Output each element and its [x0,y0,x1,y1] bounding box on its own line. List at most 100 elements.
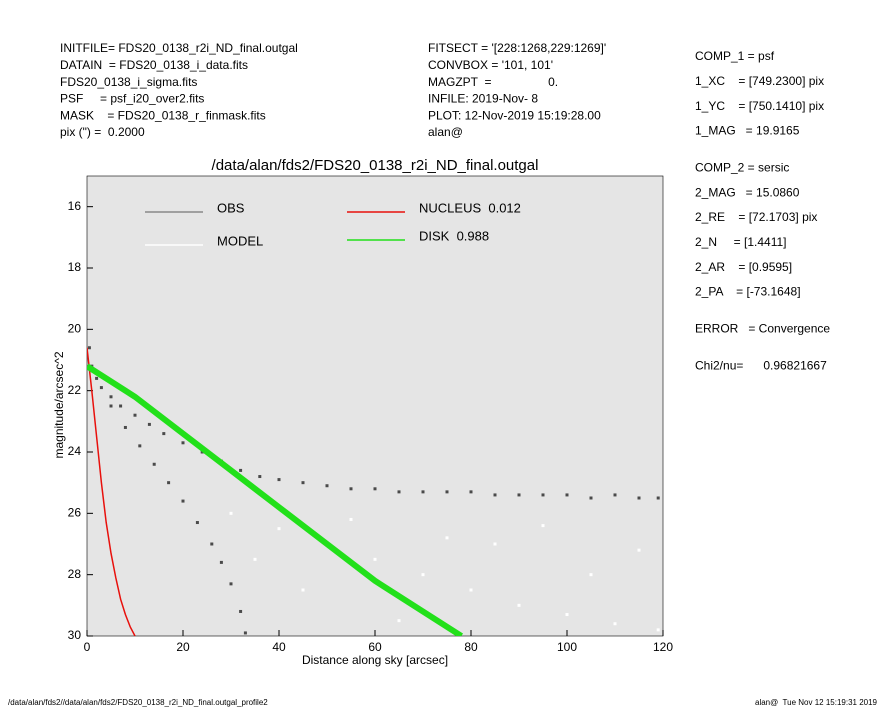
data-point [109,395,113,399]
y-axis-label: magnitude/arcsec^2 [52,351,66,458]
fit-parameter: 2_RE = [72.1703] pix [695,210,817,224]
data-point [349,517,353,521]
fit-parameter: Chi2/nu= 0.96821667 [695,359,827,373]
data-point [277,478,281,482]
profile-line [87,363,464,636]
data-point [469,490,473,494]
data-point [373,557,377,561]
header-line: CONVBOX = '101, 101' [428,58,553,72]
data-point [87,346,91,350]
y-tick-label: 26 [68,506,82,520]
data-point [239,468,243,472]
y-tick-label: 22 [68,383,82,397]
data-point [229,511,233,515]
x-tick-label: 120 [653,640,673,654]
data-point [613,493,617,497]
data-point [565,613,569,617]
fit-parameter: 2_PA = [-73.1648] [695,285,801,299]
x-axis-label: Distance along sky [arcsec] [302,653,448,667]
data-point [95,376,99,380]
fit-parameter: 1_MAG = 19.9165 [695,124,800,138]
header-line: DATAIN = FDS20_0138_i_data.fits [60,58,248,72]
y-tick-label: 24 [68,444,82,458]
data-point [301,481,305,485]
fit-parameter: 2_N = [1.4411] [695,235,787,249]
data-point [469,588,473,592]
data-point [565,493,569,497]
data-point [445,536,449,540]
data-point [152,462,156,466]
profile-line [87,347,136,636]
x-tick-label: 60 [368,640,382,654]
data-point [253,557,257,561]
data-point [210,542,214,546]
data-point [421,490,425,494]
fit-parameter: COMP_1 = psf [695,49,775,63]
data-point [229,582,233,586]
fit-parameter: 1_XC = [749.2300] pix [695,74,824,88]
y-tick-label: 28 [68,567,82,581]
data-point [589,573,593,577]
data-point [243,631,247,635]
header-line: alan@ [428,125,463,139]
data-point [138,444,142,448]
footer-left: /data/alan/fds2//data/alan/fds2/FDS20_01… [8,698,268,707]
header-line: MASK = FDS20_0138_r_finmask.fits [60,108,266,122]
y-tick-label: 30 [68,628,82,642]
data-point [397,619,401,623]
legend-label: OBS [217,200,245,215]
data-point [162,432,166,436]
data-point [517,493,521,497]
data-point [219,560,223,564]
data-point [147,422,151,426]
data-point [109,404,113,408]
data-point [445,490,449,494]
data-point [656,496,660,500]
data-point [589,496,593,500]
data-point [493,542,497,546]
header-line: FDS20_0138_i_sigma.fits [60,75,197,89]
data-point [349,487,353,491]
header-line: INFILE: 2019-Nov- 8 [428,92,538,106]
data-point [637,548,641,552]
header-line: PLOT: 12-Nov-2019 15:19:28.00 [428,108,601,122]
y-tick-label: 18 [68,260,82,274]
fit-parameter: 2_AR = [0.9595] [695,260,792,274]
data-point [656,628,660,632]
data-point [493,493,497,497]
data-point [325,484,329,488]
data-point [123,425,127,429]
legend-label: DISK 0.988 [419,228,489,243]
x-tick-label: 100 [557,640,577,654]
header-line: PSF = psf_i20_over2.fits [60,92,204,106]
data-point [541,493,545,497]
data-point [301,588,305,592]
data-point [517,603,521,607]
header-line: FITSECT = '[228:1268,229:1269]' [428,41,606,55]
data-point [133,413,137,417]
header-line: INITFILE= FDS20_0138_r2i_ND_final.outgal [60,41,298,55]
data-point [277,527,281,531]
fit-parameter: 1_YC = [750.1410] pix [695,99,824,113]
data-point [258,475,262,479]
y-tick-label: 20 [68,322,82,336]
data-point [181,441,185,445]
data-point [541,524,545,528]
data-point [421,573,425,577]
header-line: MAGZPT = 0. [428,75,558,89]
legend-label: MODEL [217,233,263,248]
footer-right: alan@ Tue Nov 12 15:19:31 2019 [755,698,878,707]
chart-title: /data/alan/fds2/FDS20_0138_r2i_ND_final.… [212,157,539,174]
fit-parameter: COMP_2 = sersic [695,161,789,175]
data-point [397,490,401,494]
data-point [167,481,171,485]
y-tick-label: 16 [68,199,82,213]
data-point [99,386,103,390]
data-point [373,487,377,491]
x-tick-label: 80 [464,640,478,654]
x-tick-label: 20 [176,640,190,654]
fit-parameter: ERROR = Convergence [695,322,830,336]
x-tick-label: 40 [272,640,286,654]
